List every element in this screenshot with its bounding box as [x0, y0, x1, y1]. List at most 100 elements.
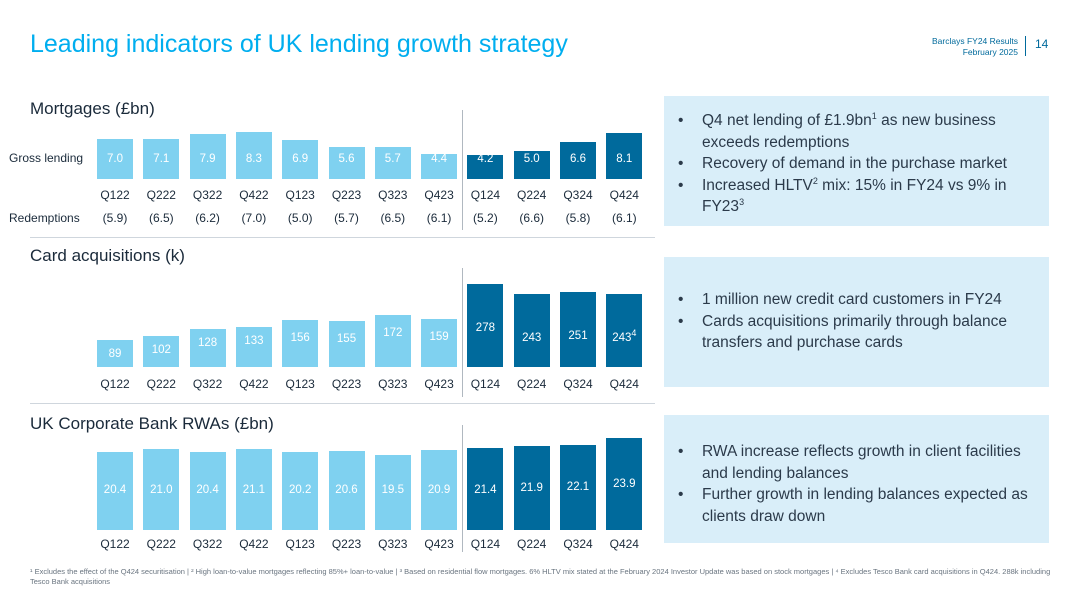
- bar: [467, 155, 504, 179]
- bar-value-label: 251: [568, 329, 588, 342]
- x-tick-label: Q223: [331, 537, 362, 551]
- bar: [374, 455, 411, 530]
- bar-value-label: 5.0: [523, 153, 540, 165]
- x-tick-label: Q422: [239, 537, 269, 551]
- bar-value-label: 21.4: [474, 483, 497, 496]
- redemption-value: (5.7): [334, 211, 359, 225]
- redemption-value: (6.5): [148, 211, 174, 225]
- bar: [328, 147, 365, 179]
- x-tick-label: Q323: [378, 188, 408, 202]
- x-tick-label: Q122: [100, 377, 130, 391]
- bar-value-label: 23.9: [613, 478, 636, 491]
- bar: [143, 138, 180, 179]
- x-tick-label: Q423: [424, 377, 454, 391]
- bar-value-label: 7.1: [153, 153, 170, 165]
- bar-value-label: 172: [383, 327, 403, 340]
- x-tick-label: Q324: [563, 377, 593, 391]
- bar: [606, 294, 643, 367]
- bar: [282, 320, 319, 367]
- bar: [560, 141, 596, 179]
- x-tick-label: Q424: [609, 377, 639, 391]
- bullet-item: Q4 net lending of £1.9bn1 as new busines…: [678, 110, 1049, 153]
- x-tick-label: Q124: [470, 188, 501, 202]
- bullet-item: Increased HLTV2 mix: 15% in FY24 vs 9% i…: [678, 175, 1049, 218]
- x-tick-label: Q223: [331, 377, 362, 391]
- bar: [606, 133, 643, 179]
- bar-value-label: 7.0: [107, 153, 123, 165]
- x-tick-label: Q123: [285, 188, 315, 202]
- header-meta-line2: February 2025: [962, 47, 1018, 57]
- bar: [282, 139, 319, 179]
- x-tick-label: Q322: [192, 537, 223, 551]
- bullet-item: Cards acquisitions primarily through bal…: [678, 311, 1049, 354]
- bar: [143, 336, 180, 367]
- x-tick-label: Q222: [146, 188, 176, 202]
- bar: [467, 283, 504, 367]
- bullet-item: 1 million new credit card customers in F…: [678, 289, 1049, 311]
- bar-value-label: 20.4: [196, 484, 219, 496]
- x-tick-label: Q123: [285, 377, 315, 391]
- header-meta-line1: Barclays FY24 Results: [932, 36, 1018, 46]
- cards-bullets: 1 million new credit card customers in F…: [664, 257, 1049, 354]
- bar: [235, 449, 272, 530]
- redemption-value: (6.1): [426, 211, 452, 225]
- x-tick-label: Q122: [100, 188, 130, 202]
- bar-value-label: 21.9: [520, 481, 543, 494]
- x-tick-label: Q124: [470, 377, 501, 391]
- period-separator: [462, 425, 464, 552]
- bar: [374, 315, 411, 367]
- period-separator: [462, 110, 464, 230]
- bar: [97, 451, 133, 530]
- bar: [97, 340, 133, 367]
- bar-value-label: 128: [198, 336, 218, 349]
- redemption-value: (5.8): [565, 211, 591, 225]
- bar-value-label: 133: [244, 335, 264, 348]
- x-tick-label: Q424: [609, 188, 639, 202]
- x-tick-label: Q122: [100, 537, 130, 551]
- rwa-title: UK Corporate Bank RWAs (£bn): [30, 414, 274, 433]
- bar-value-label: 6.9: [292, 153, 309, 165]
- bar-value-label: 21.0: [150, 484, 173, 496]
- period-separator: [462, 268, 464, 397]
- bar-value-label: 102: [151, 344, 171, 357]
- cards-commentary-panel: 1 million new credit card customers in F…: [664, 257, 1049, 387]
- redemption-value: (6.2): [195, 211, 220, 225]
- bar: [560, 291, 596, 367]
- header-meta: Barclays FY24 Results February 2025: [932, 36, 1018, 58]
- bar-value-label: 7.9: [199, 153, 216, 165]
- bullet-item: Further growth in lending balances expec…: [678, 484, 1049, 527]
- bar: [189, 134, 226, 179]
- x-tick-label: Q324: [563, 188, 593, 202]
- x-tick-label: Q124: [470, 537, 501, 551]
- x-tick-label: Q323: [378, 537, 408, 551]
- bar-value-label: 5.7: [384, 153, 401, 165]
- bar: [235, 131, 272, 179]
- bar-value-label: 20.6: [335, 484, 358, 496]
- bullet-item: RWA increase reflects growth in client f…: [678, 441, 1049, 484]
- page-number: 14: [1035, 37, 1049, 51]
- bar: [282, 452, 319, 530]
- mortgages-commentary-panel: Q4 net lending of £1.9bn1 as new busines…: [664, 96, 1049, 226]
- rwa-bullets: RWA increase reflects growth in client f…: [664, 415, 1049, 527]
- footnote-marker: 4: [631, 328, 637, 339]
- redemption-value: (5.9): [102, 211, 128, 225]
- bar-value-label: 155: [336, 332, 357, 345]
- x-tick-label: Q422: [239, 377, 269, 391]
- x-tick-label: Q324: [563, 537, 593, 551]
- redemption-value: (5.2): [473, 211, 498, 225]
- redemption-value: (6.1): [611, 211, 637, 225]
- bar: [560, 445, 596, 530]
- x-tick-label: Q223: [331, 188, 362, 202]
- x-tick-label: Q323: [378, 377, 408, 391]
- redemption-value: (6.5): [380, 211, 406, 225]
- x-tick-label: Q224: [517, 537, 547, 551]
- header-divider: [1025, 36, 1026, 56]
- card-acquisitions-title: Card acquisitions (k): [30, 246, 185, 265]
- section-divider: [30, 237, 655, 238]
- bar-value-label: 20.4: [103, 484, 127, 496]
- bar: [235, 327, 272, 367]
- bar: [189, 451, 226, 530]
- x-tick-label: Q123: [285, 537, 315, 551]
- bar-value-label: 5.6: [338, 153, 355, 165]
- bar: [421, 319, 458, 367]
